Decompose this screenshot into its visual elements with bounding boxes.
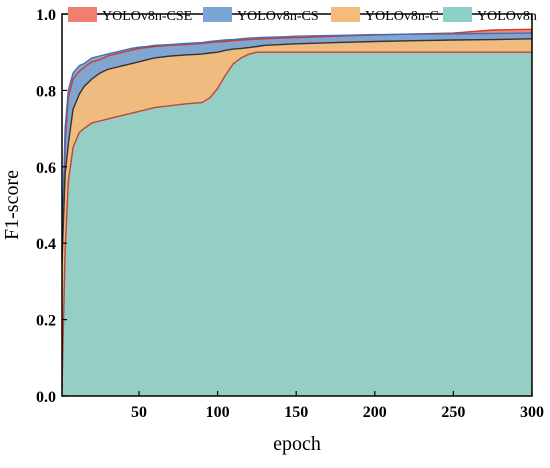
y-tick-label: 0.4 bbox=[36, 236, 56, 253]
x-axis: 50 100 150 200 250 300 bbox=[131, 391, 544, 421]
line-yolov8n bbox=[61, 51, 532, 389]
line-yolov8n-cs bbox=[61, 32, 533, 244]
plot-frame bbox=[61, 13, 533, 397]
legend-label: YOLOv8n-CSE bbox=[102, 9, 192, 24]
x-tick-label: 150 bbox=[284, 404, 308, 421]
y-axis-title: F1-score bbox=[1, 170, 23, 240]
x-axis-title: epoch bbox=[273, 433, 321, 455]
y-tick-label: 1.0 bbox=[36, 7, 56, 24]
legend-swatch bbox=[443, 7, 472, 22]
legend-item-yolov8n: YOLOv8n bbox=[443, 7, 537, 24]
y-axis: 0.0 0.2 0.4 0.6 0.8 1.0 bbox=[36, 7, 67, 406]
x-tick-label: 300 bbox=[520, 404, 544, 421]
legend-swatch bbox=[203, 7, 232, 22]
legend-label: YOLOv8n-C bbox=[365, 9, 439, 24]
y-tick-label: 0.6 bbox=[36, 160, 56, 177]
x-tick-label: 250 bbox=[441, 404, 465, 421]
series-areas bbox=[62, 29, 532, 397]
line-yolov8n-c bbox=[61, 38, 533, 263]
series-lines bbox=[61, 28, 533, 389]
area-yolov8n bbox=[62, 52, 532, 396]
legend-label: YOLOv8n-CS bbox=[237, 9, 319, 24]
legend-label: YOLOv8n bbox=[477, 9, 537, 24]
legend-item-yolov8n-c: YOLOv8n-C bbox=[331, 7, 439, 24]
legend-item-yolov8n-cs: YOLOv8n-CS bbox=[203, 7, 319, 24]
x-tick-label: 100 bbox=[206, 404, 230, 421]
legend-item-yolov8n-cse: YOLOv8n-CSE bbox=[68, 7, 192, 24]
y-tick-label: 0.0 bbox=[36, 389, 56, 406]
legend-swatch bbox=[68, 7, 97, 22]
line-yolov8n-cse bbox=[61, 28, 533, 255]
x-tick-label: 50 bbox=[131, 404, 147, 421]
legend-swatch bbox=[331, 7, 360, 22]
y-tick-label: 0.8 bbox=[36, 83, 56, 100]
legend: YOLOv8n-CSE YOLOv8n-CS YOLOv8n-C YOLOv8n bbox=[68, 7, 537, 24]
y-tick-label: 0.2 bbox=[36, 313, 56, 330]
x-tick-label: 200 bbox=[363, 404, 387, 421]
